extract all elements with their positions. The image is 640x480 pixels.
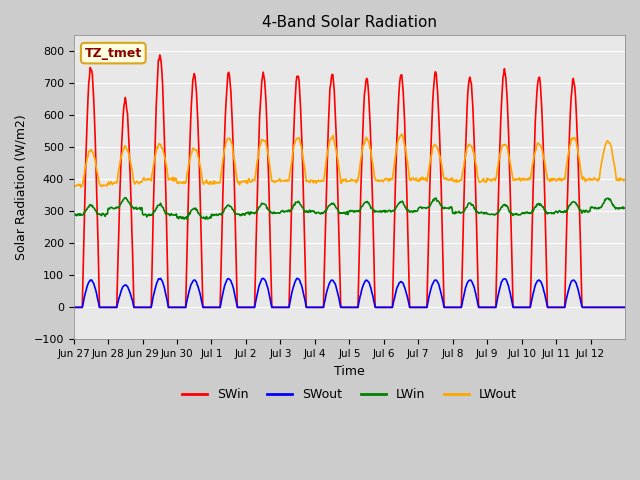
- SWout: [620, 304, 628, 310]
- LWin: [183, 216, 191, 222]
- LWout: [77, 184, 84, 190]
- SWin: [264, 141, 271, 147]
- LWout: [620, 177, 628, 182]
- SWin: [284, 304, 292, 310]
- LWout: [135, 181, 143, 187]
- X-axis label: Time: Time: [334, 365, 365, 378]
- Text: TZ_tmet: TZ_tmet: [84, 47, 142, 60]
- SWout: [284, 304, 291, 310]
- LWout: [264, 149, 271, 155]
- SWin: [437, 185, 445, 191]
- LWout: [284, 178, 292, 184]
- SWin: [156, 52, 164, 58]
- SWin: [406, 304, 414, 310]
- SWout: [70, 304, 77, 310]
- SWin: [620, 304, 628, 310]
- SWout: [293, 276, 301, 281]
- Y-axis label: Solar Radiation (W/m2): Solar Radiation (W/m2): [15, 114, 28, 260]
- LWin: [122, 195, 129, 201]
- SWout: [263, 282, 271, 288]
- SWout: [437, 291, 445, 297]
- Line: LWin: LWin: [74, 198, 624, 219]
- Line: SWout: SWout: [74, 278, 624, 307]
- LWin: [285, 207, 293, 213]
- LWout: [70, 182, 77, 188]
- LWin: [407, 208, 415, 214]
- LWout: [398, 131, 406, 137]
- LWin: [264, 207, 272, 213]
- LWin: [237, 212, 244, 217]
- LWin: [135, 205, 143, 211]
- SWin: [70, 304, 77, 310]
- Line: LWout: LWout: [74, 134, 624, 187]
- SWout: [406, 304, 414, 310]
- LWout: [407, 178, 415, 183]
- SWin: [236, 304, 244, 310]
- LWout: [438, 163, 446, 169]
- Line: SWin: SWin: [74, 55, 624, 307]
- SWout: [134, 304, 142, 310]
- LWin: [438, 204, 446, 209]
- Legend: SWin, SWout, LWin, LWout: SWin, SWout, LWin, LWout: [177, 383, 522, 406]
- LWin: [620, 205, 628, 211]
- SWin: [134, 304, 142, 310]
- Title: 4-Band Solar Radiation: 4-Band Solar Radiation: [262, 15, 437, 30]
- LWin: [70, 212, 77, 218]
- SWout: [236, 304, 243, 310]
- LWout: [236, 179, 244, 185]
